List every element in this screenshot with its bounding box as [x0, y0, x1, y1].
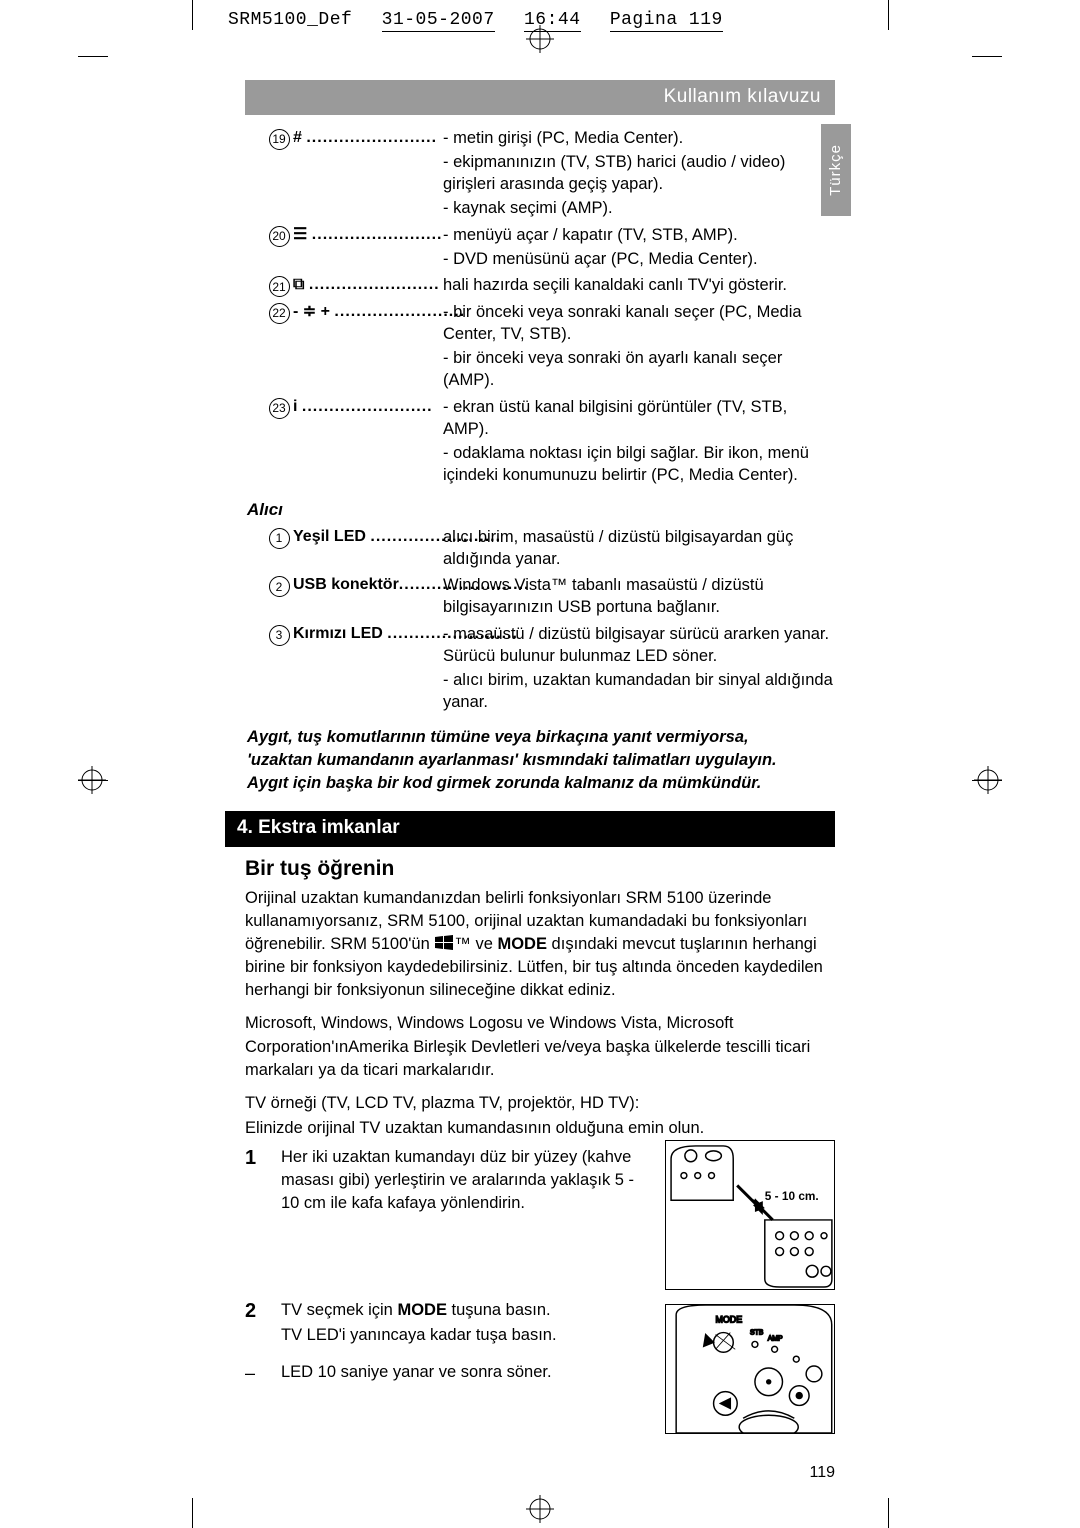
- num-20: 20: [269, 226, 290, 247]
- language-tab: Türkçe: [821, 124, 851, 216]
- step-2-line2: TV LED'i yanıncaya kadar tuşa basın.: [281, 1324, 655, 1347]
- alici-definitions: 1 Yeşil LED alıcı birim, masaüstü / dizü…: [245, 526, 835, 716]
- tv-example-2: Elinizde orijinal TV uzaktan kumandasını…: [245, 1117, 835, 1140]
- sub-heading: Bir tuş öğrenin: [245, 855, 835, 883]
- reg-bottom: [526, 1495, 554, 1523]
- page-number: 119: [809, 1462, 835, 1484]
- tv-example-1: TV örneği (TV, LCD TV, plazma TV, projek…: [245, 1092, 835, 1115]
- alici-body-2: Windows Vista™ tabanlı masaüstü / dizüst…: [443, 574, 835, 621]
- step-1-text: Her iki uzaktan kumandayı düz bir yüzey …: [281, 1146, 655, 1215]
- num-23: 23: [269, 398, 290, 419]
- crop-header: SRM5100_Def 31-05-2007 16:44 Pagina 119: [228, 8, 741, 32]
- crop-pagelbl: Pagina 119: [610, 10, 723, 32]
- alici-lbl-3: Kırmızı LED: [293, 625, 383, 642]
- device-note: Aygıt, tuş komutlarının tümüne veya birk…: [247, 726, 835, 795]
- header-strip: Kullanım kılavuzu: [245, 80, 835, 115]
- alici-num-2: 2: [269, 576, 290, 597]
- alici-body-1: alıcı birim, masaüstü / dizüstü bilgisay…: [443, 526, 835, 573]
- body-21: hali hazırda seçili kanaldaki canlı TV'y…: [443, 274, 835, 298]
- step-2-num: 2: [245, 1299, 281, 1323]
- alici-body-3: - masaüstü / dizüstü bilgisayar sürücü a…: [443, 623, 835, 716]
- num-21: 21: [269, 276, 290, 297]
- remote-definitions: 19 # - metin girişi (PC, Media Center). …: [245, 127, 835, 489]
- svg-text:MODE: MODE: [716, 1315, 743, 1325]
- alici-num-1: 1: [269, 528, 290, 549]
- svg-text:STB: STB: [750, 1329, 764, 1336]
- para-learn: Orijinal uzaktan kumandanızdan belirli f…: [245, 887, 835, 1002]
- reg-left: [78, 766, 106, 794]
- crop-date: 31-05-2007: [382, 10, 495, 32]
- svg-text:5 - 10 cm.: 5 - 10 cm.: [765, 1189, 819, 1203]
- para-trademark: Microsoft, Windows, Windows Logosu ve Wi…: [245, 1012, 835, 1081]
- num-22: 22: [269, 303, 290, 324]
- illustration-remotes: 5 - 10 cm.: [665, 1140, 835, 1290]
- crop-time: 16:44: [524, 10, 581, 32]
- alici-num-3: 3: [269, 625, 290, 646]
- alici-header: Alıcı: [247, 499, 835, 522]
- sym-19: #: [293, 129, 302, 146]
- alici-lbl-2: USB konektör: [293, 576, 399, 593]
- page-content: Kullanım kılavuzu Türkçe 19 # - metin gi…: [245, 80, 835, 1386]
- num-19: 19: [269, 129, 290, 150]
- section-4-bar: 4. Ekstra imkanlar: [225, 811, 835, 847]
- alici-lbl-1: Yeşil LED: [293, 528, 366, 545]
- crop-file: SRM5100_Def: [228, 10, 352, 30]
- body-20: - menüyü açar / kapatır (TV, STB, AMP). …: [443, 224, 835, 273]
- body-23: - ekran üstü kanal bilgisini görüntüler …: [443, 396, 835, 489]
- sym-20: ☰: [293, 226, 307, 243]
- step-2-line1: TV seçmek için MODE tuşuna basın.: [281, 1299, 655, 1322]
- step-1-num: 1: [245, 1146, 281, 1170]
- language-tab-label: Türkçe: [826, 144, 846, 196]
- windows-icon: [434, 935, 454, 951]
- illustration-mode: MODE STB AMP: [665, 1304, 835, 1434]
- sym-21: ⧉: [293, 276, 304, 293]
- body-22: - bir önceki veya sonraki kanalı seçer (…: [443, 301, 835, 394]
- sym-22: - ≑ +: [293, 303, 330, 320]
- step-dash-text: LED 10 saniye yanar ve sonra söner.: [281, 1361, 655, 1384]
- sym-23: i: [293, 398, 297, 415]
- svg-text:AMP: AMP: [768, 1335, 783, 1342]
- reg-right: [974, 766, 1002, 794]
- body-19: - metin girişi (PC, Media Center). - eki…: [443, 127, 835, 222]
